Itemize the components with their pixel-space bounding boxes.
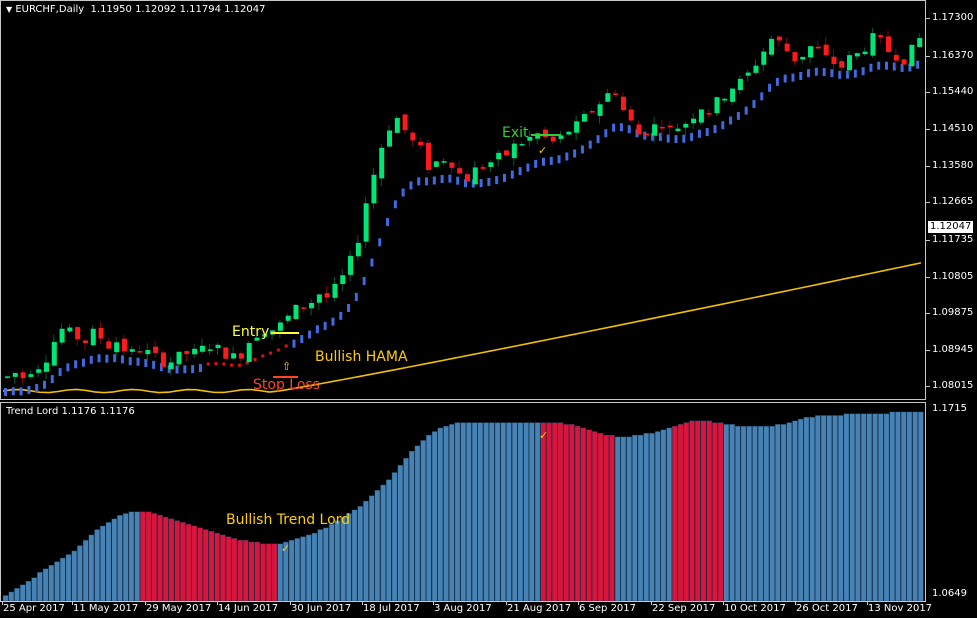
price-label: 1.14510	[932, 123, 974, 134]
ohlc-values: 1.11950 1.12092 1.11794 1.12047	[90, 4, 266, 15]
price-chart-panel[interactable]: ▼ EURCHF,Daily 1.11950 1.12092 1.11794 1…	[0, 0, 926, 400]
price-tick	[926, 129, 930, 130]
time-tick	[72, 601, 73, 605]
check-mark-icon: ✓	[281, 542, 291, 555]
time-tick	[145, 601, 146, 605]
time-tick	[506, 601, 507, 605]
price-label: 1.13580	[932, 160, 974, 171]
check-mark-icon: ✓	[539, 429, 549, 442]
price-tick	[926, 386, 930, 387]
time-label: 6 Sep 2017	[579, 603, 637, 614]
price-tick	[926, 92, 930, 93]
price-tick	[926, 18, 930, 19]
time-tick	[723, 601, 724, 605]
time-tick	[795, 601, 796, 605]
chart-title: ▼ EURCHF,Daily 1.11950 1.12092 1.11794 1…	[6, 4, 265, 15]
candlestick-chart	[2, 28, 923, 397]
price-label: 1.08945	[932, 344, 974, 355]
stop-loss-label: Stop Loss	[253, 377, 320, 393]
time-tick	[362, 601, 363, 605]
indicator-min-label: 1.0649	[932, 588, 967, 599]
price-label: 1.11735	[932, 234, 974, 245]
price-tick	[926, 350, 930, 351]
time-label: 30 Jun 2017	[291, 603, 352, 614]
time-label: 13 Nov 2017	[868, 603, 933, 614]
time-tick	[217, 601, 218, 605]
time-label: 29 May 2017	[146, 603, 212, 614]
time-label: 18 Jul 2017	[363, 603, 420, 614]
time-label: 10 Oct 2017	[724, 603, 786, 614]
price-tick	[926, 240, 930, 241]
time-label: 11 May 2017	[73, 603, 139, 614]
time-label: 22 Sep 2017	[652, 603, 716, 614]
triangle-down-icon[interactable]: ▼	[6, 5, 13, 14]
price-tick	[926, 202, 930, 203]
check-mark-icon: ✓	[538, 144, 548, 157]
time-label: 3 Aug 2017	[434, 603, 492, 614]
price-label: 1.09875	[932, 307, 974, 318]
exit-label: Exit	[502, 125, 529, 141]
price-tick	[926, 313, 930, 314]
current-price-box: 1.12047	[928, 221, 974, 233]
price-tick	[926, 166, 930, 167]
bullish-hama-label: Bullish HAMA	[315, 349, 408, 365]
time-tick	[867, 601, 868, 605]
price-label: 1.12665	[932, 196, 974, 207]
trend-lord-panel[interactable]: Trend Lord 1.1176 1.1176 Bullish Trend L…	[0, 402, 926, 602]
price-tick	[926, 277, 930, 278]
time-tick	[651, 601, 652, 605]
price-label: 1.17300	[932, 12, 974, 23]
time-label: 21 Aug 2017	[507, 603, 572, 614]
time-label: 25 Apr 2017	[3, 603, 65, 614]
price-label: 1.10805	[932, 271, 974, 282]
bullish-trend-lord-label: Bullish Trend Lord	[226, 512, 351, 528]
price-label: 1.08015	[932, 380, 974, 391]
price-label: 1.15440	[932, 86, 974, 97]
time-label: 26 Oct 2017	[796, 603, 858, 614]
price-tick	[926, 56, 930, 57]
arrow-up-icon: ⇧	[282, 360, 292, 373]
time-tick	[2, 601, 3, 605]
time-tick	[433, 601, 434, 605]
entry-label: Entry	[232, 324, 270, 340]
time-tick	[290, 601, 291, 605]
time-label: 14 Jun 2017	[218, 603, 279, 614]
time-tick	[578, 601, 579, 605]
indicator-max-label: 1.1715	[932, 403, 967, 414]
trend-lord-histogram	[2, 411, 924, 601]
indicator-title: Trend Lord 1.1176 1.1176	[6, 406, 135, 417]
symbol-title: EURCHF,Daily	[15, 4, 85, 15]
price-label: 1.16370	[932, 50, 974, 61]
